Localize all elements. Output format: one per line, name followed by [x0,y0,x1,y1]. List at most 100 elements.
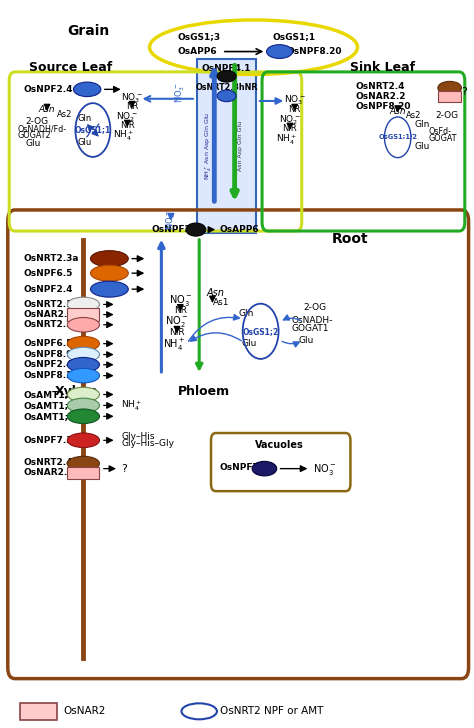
Text: OsNAR2.1: OsNAR2.1 [23,310,74,319]
Ellipse shape [186,223,206,236]
Text: OsNRT2.1: OsNRT2.1 [23,300,73,309]
Text: Sink Leaf: Sink Leaf [350,61,416,74]
Ellipse shape [73,82,101,97]
Text: Glu: Glu [299,336,314,344]
FancyBboxPatch shape [19,703,57,720]
Text: Glu: Glu [25,138,41,148]
Text: Source Leaf: Source Leaf [29,61,112,74]
Text: OsNRT2.2: OsNRT2.2 [23,320,73,329]
Ellipse shape [67,368,100,383]
Text: GOGAT: GOGAT [428,133,457,143]
Text: OsGS1;1/2: OsGS1;1/2 [378,134,417,141]
Text: Gly–His–Gly: Gly–His–Gly [121,440,174,448]
Text: NH$_4^+$: NH$_4^+$ [276,133,297,147]
Ellipse shape [266,44,292,58]
Text: NH$_4^+$: NH$_4^+$ [113,129,134,143]
Text: Asn Asp Gln Glu: Asn Asp Gln Glu [238,121,243,171]
Text: Vacuoles: Vacuoles [255,440,304,451]
Text: Glu: Glu [78,138,92,147]
Text: ?: ? [461,87,467,98]
Text: NiR: NiR [283,124,297,133]
Ellipse shape [67,357,100,372]
Text: NO$_3^-$: NO$_3^-$ [174,83,187,103]
Text: OsAMT1;3: OsAMT1;3 [23,412,75,421]
Text: Glu: Glu [241,339,256,348]
FancyBboxPatch shape [438,91,462,102]
Ellipse shape [67,409,100,424]
Text: 2-OG: 2-OG [25,116,48,126]
Text: Asn: Asn [39,105,55,114]
Text: Glu: Glu [415,141,430,151]
Text: Gln: Gln [239,309,254,317]
Text: OsAPP6: OsAPP6 [219,225,259,234]
Text: OsNPF2.2: OsNPF2.2 [152,225,201,234]
Text: Grain: Grain [67,24,109,38]
Ellipse shape [252,462,277,476]
Text: Asn: Asn [389,106,406,116]
Text: NH$_4^+$: NH$_4^+$ [121,398,142,413]
Ellipse shape [91,281,128,297]
Text: NO$_3^-$: NO$_3^-$ [164,210,178,230]
Text: OsNAR2: OsNAR2 [63,706,105,716]
Ellipse shape [438,82,462,95]
Text: OsNPF2.4: OsNPF2.4 [23,285,73,293]
Text: Xylem: Xylem [55,385,98,398]
Text: OsNPF8.20: OsNPF8.20 [287,47,342,56]
Text: NR: NR [126,102,138,111]
Text: Gln: Gln [78,114,92,123]
Text: NO$_3^-$: NO$_3^-$ [313,462,337,477]
Text: NH$_4^+$ Asn Asp Gln Glu: NH$_4^+$ Asn Asp Gln Glu [203,112,214,180]
Text: OsAMT1;2: OsAMT1;2 [23,401,75,410]
Text: OsFd-: OsFd- [428,127,451,136]
Text: NH$_4^+$: NH$_4^+$ [163,337,185,353]
Text: Root: Root [331,232,368,246]
Text: As2: As2 [406,111,421,120]
FancyBboxPatch shape [67,308,100,321]
Text: Gln: Gln [415,119,430,129]
Text: NiR: NiR [169,328,185,337]
Text: NO$_2^-$: NO$_2^-$ [279,113,301,127]
Ellipse shape [67,398,100,413]
Text: OsNADH-: OsNADH- [292,316,333,325]
Text: OsNRT2 NPF or AMT: OsNRT2 NPF or AMT [220,706,324,716]
Text: OsNPF8.9: OsNPF8.9 [23,350,73,359]
Text: OsGS1;1: OsGS1;1 [75,125,111,135]
Text: NO$_2^-$: NO$_2^-$ [165,314,189,329]
Text: NO$_3^-$: NO$_3^-$ [121,91,143,105]
Text: OsNAR2.2: OsNAR2.2 [355,92,406,101]
Text: OsNPF2.4: OsNPF2.4 [23,360,73,369]
Text: GOGAT1: GOGAT1 [292,324,329,333]
Text: OsGS1;2: OsGS1;2 [243,327,279,336]
Text: OsNPF4.1: OsNPF4.1 [202,64,251,73]
Ellipse shape [67,387,100,402]
Text: GOGAT2: GOGAT2 [18,130,51,140]
Ellipse shape [91,250,128,266]
Text: OsNPF6.5: OsNPF6.5 [23,339,73,348]
Text: OsNRT2.4: OsNRT2.4 [23,458,73,467]
Text: NO$_3^-$: NO$_3^-$ [284,93,306,107]
Ellipse shape [67,433,100,448]
Text: NR: NR [289,105,301,114]
Text: OsNPF7.2: OsNPF7.2 [219,463,269,472]
Ellipse shape [67,347,100,362]
Text: OsAMT1;1: OsAMT1;1 [23,390,75,399]
Text: OsNRT2.4: OsNRT2.4 [355,82,405,91]
Ellipse shape [217,90,236,102]
Text: Gly–His: Gly–His [121,432,155,441]
Text: NiR: NiR [120,121,135,130]
Text: OsAPP6: OsAPP6 [178,47,218,56]
Text: NO$_2^-$: NO$_2^-$ [117,110,138,124]
Text: OsNADH/Fd-: OsNADH/Fd- [18,124,67,133]
Ellipse shape [67,297,100,312]
Text: ?: ? [122,464,128,474]
Text: OsNAR2.2: OsNAR2.2 [23,469,74,478]
Text: As1: As1 [213,298,230,307]
Text: As2: As2 [56,109,72,119]
Text: OsNRT2.3hNR: OsNRT2.3hNR [195,84,258,92]
Ellipse shape [67,456,100,471]
Text: OsNPF8.20: OsNPF8.20 [355,102,410,111]
Text: OsNPF6.5: OsNPF6.5 [23,269,73,277]
Ellipse shape [217,71,236,82]
Text: NR: NR [174,306,187,315]
Text: 2-OG: 2-OG [303,303,326,312]
